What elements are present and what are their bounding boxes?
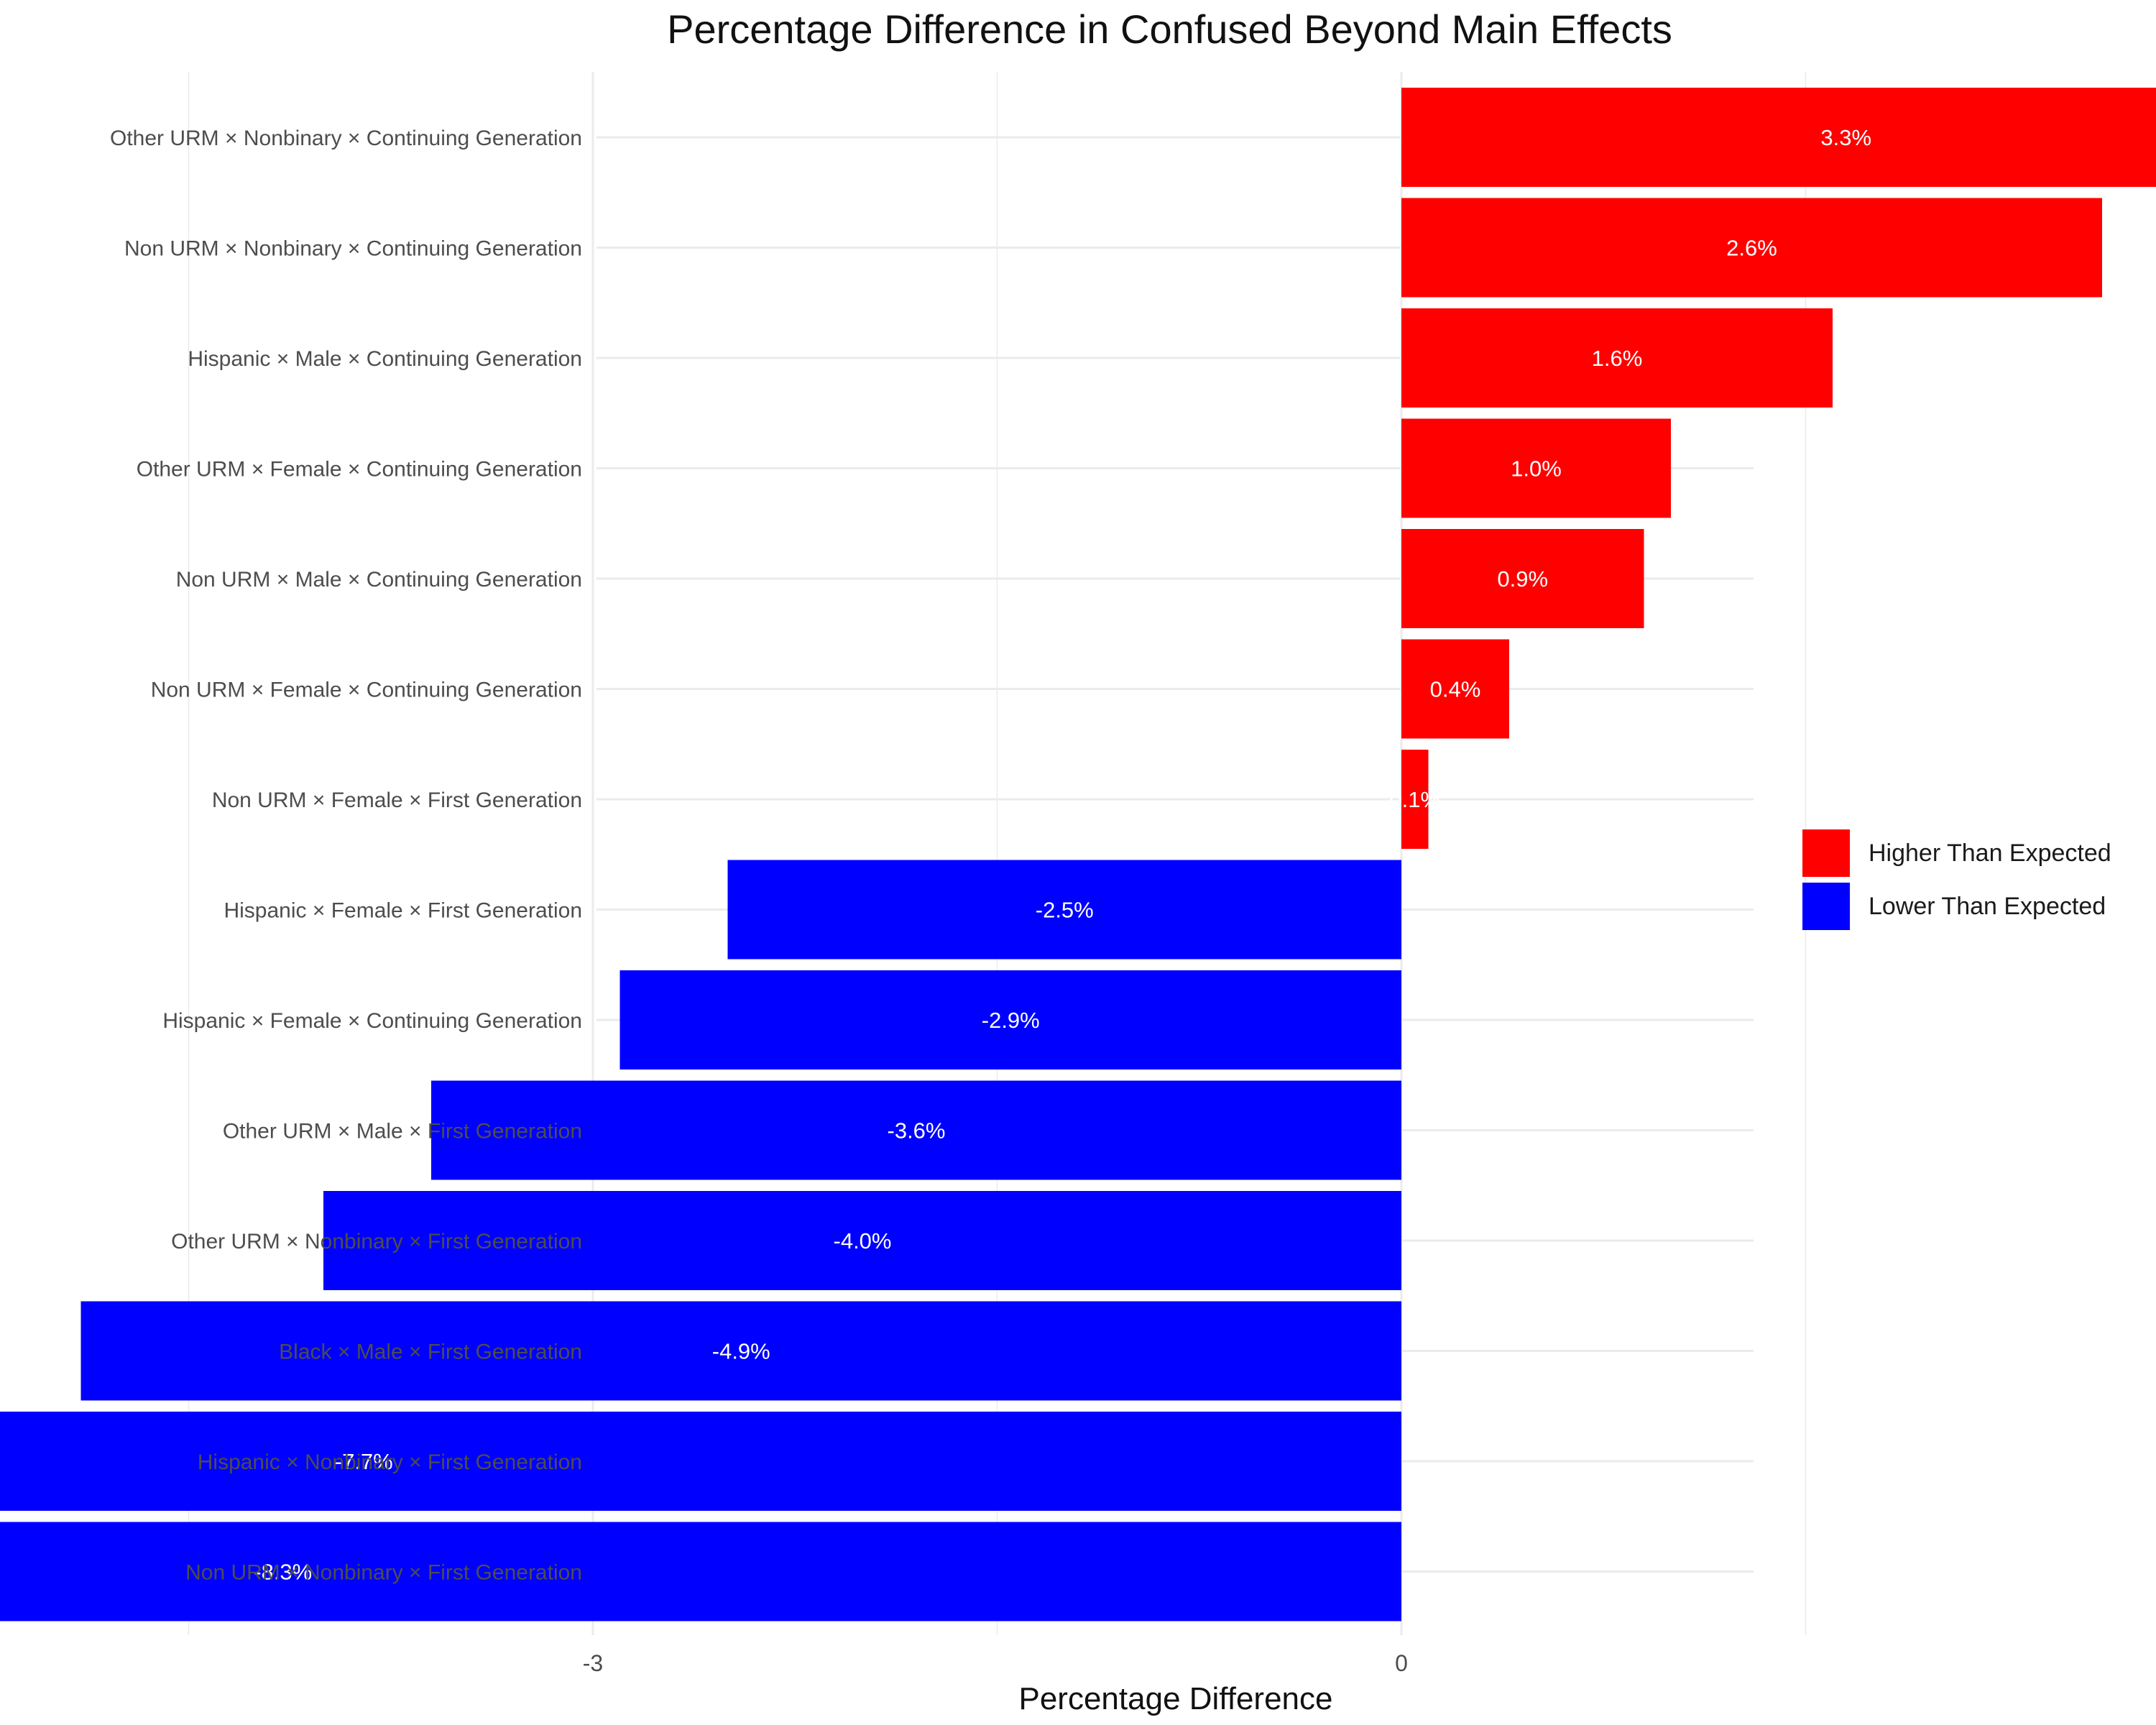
category-label: Other URM × Female × Continuing Generati…: [137, 458, 582, 482]
bar-value-label: -8.3%: [254, 1560, 312, 1585]
legend-label-lower: Lower Than Expected: [1869, 892, 2106, 920]
legend-swatch-lower: [1802, 883, 1850, 930]
bar: [1401, 529, 1644, 628]
bar: [727, 860, 1401, 960]
category-label: Hispanic × Female × Continuing Generatio…: [162, 1009, 582, 1033]
bars: 3.3% 2.6% 1.6% 1.0% 0.9% 0.4% 0.1% -2.5% -2.9% -3…: [0, 88, 2156, 1622]
bar-value-label: -7.7%: [335, 1449, 393, 1474]
category-label: Other URM × Male × First Generation: [223, 1120, 582, 1144]
x-tick-label: 0: [1395, 1650, 1408, 1676]
bar-value-label: -4.0%: [834, 1228, 892, 1254]
x-axis-title: Percentage Difference: [1018, 1681, 1332, 1716]
bar: [0, 1412, 1401, 1511]
bar: [1401, 198, 2102, 298]
legend-item-higher: Higher Than Expected: [1802, 827, 2111, 880]
category-labels: Other URM × Nonbinary × Continuing Gener…: [110, 126, 582, 1585]
category-label: Hispanic × Nonbinary × First Generation: [198, 1450, 582, 1474]
category-label: Other URM × Nonbinary × First Generation: [171, 1230, 582, 1254]
bar: [0, 1522, 1401, 1622]
bar: [1401, 88, 2156, 187]
bar-value-label: -2.9%: [982, 1008, 1040, 1033]
bar: [1401, 418, 1671, 518]
bar: [1401, 750, 1429, 849]
legend-swatch-higher: [1802, 829, 1850, 877]
category-label: Non URM × Nonbinary × First Generation: [185, 1561, 582, 1585]
category-label: Non URM × Male × Continuing Generation: [176, 568, 582, 592]
bar-value-label: 1.6%: [1592, 346, 1643, 371]
category-label: Hispanic × Male × Continuing Generation: [188, 347, 582, 371]
bar-value-label: 3.3%: [1820, 125, 1871, 150]
category-label: Non URM × Female × Continuing Generation: [151, 678, 582, 702]
bar-value-label: 0.9%: [1497, 566, 1548, 592]
bar: [323, 1191, 1401, 1290]
bar: [619, 970, 1401, 1070]
bar-value-label: 0.1%: [1389, 787, 1440, 812]
category-label: Hispanic × Female × First Generation: [224, 899, 582, 923]
bar-value-label: -4.9%: [712, 1339, 770, 1364]
category-label: Non URM × Female × First Generation: [212, 788, 582, 812]
legend-label-higher: Higher Than Expected: [1869, 839, 2111, 867]
category-label: Other URM × Nonbinary × Continuing Gener…: [110, 126, 582, 150]
bar-value-label: 2.6%: [1726, 236, 1777, 261]
bar: [1401, 308, 1833, 408]
chart-title: Percentage Difference in Confused Beyond…: [667, 6, 1672, 52]
x-tick-label: -3: [583, 1650, 603, 1676]
bar-value-label: -2.5%: [1036, 898, 1094, 923]
legend: Higher Than Expected Lower Than Expected: [1802, 827, 2111, 933]
x-tick-labels: -6-303: [583, 1650, 1408, 1676]
legend-item-lower: Lower Than Expected: [1802, 880, 2111, 933]
category-label: Non URM × Nonbinary × Continuing Generat…: [124, 237, 582, 261]
bar: [80, 1301, 1401, 1401]
bar: [431, 1080, 1401, 1180]
bar-value-label: 0.4%: [1430, 677, 1481, 702]
bar-value-label: -3.6%: [888, 1118, 946, 1144]
bar-value-label: 1.0%: [1511, 456, 1562, 482]
bar: [1401, 639, 1509, 739]
category-label: Black × Male × First Generation: [279, 1340, 582, 1364]
